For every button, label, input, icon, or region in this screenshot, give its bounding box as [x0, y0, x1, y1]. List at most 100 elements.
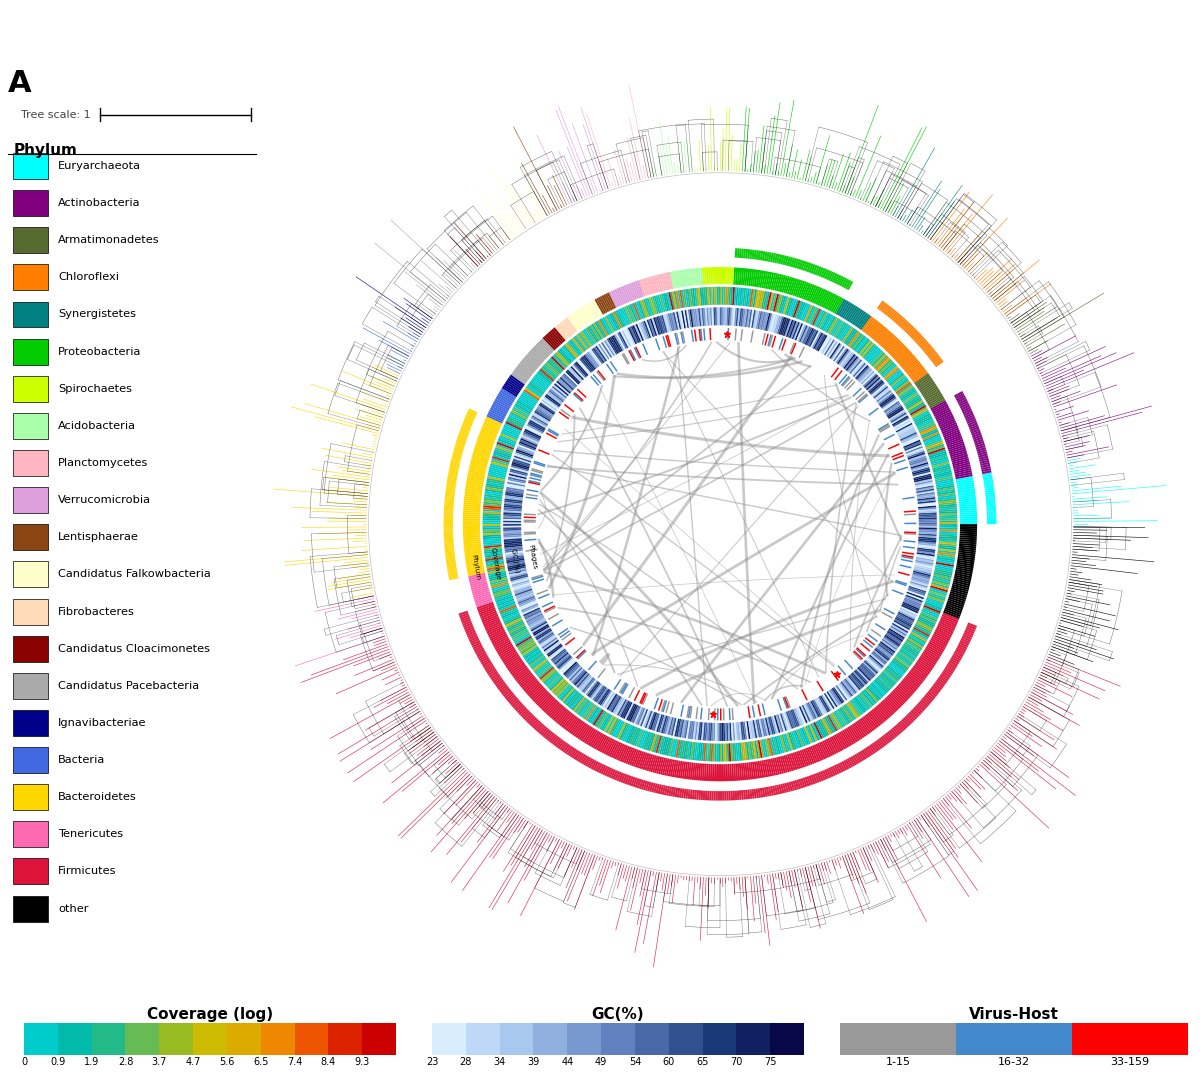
Wedge shape — [894, 688, 907, 702]
Wedge shape — [446, 561, 456, 566]
Wedge shape — [749, 269, 752, 286]
Wedge shape — [935, 360, 943, 367]
Wedge shape — [448, 570, 457, 573]
Wedge shape — [502, 651, 517, 662]
Wedge shape — [629, 776, 634, 785]
Wedge shape — [941, 616, 958, 625]
Wedge shape — [608, 719, 619, 735]
Wedge shape — [761, 271, 766, 288]
Wedge shape — [484, 619, 500, 628]
Wedge shape — [896, 686, 910, 699]
Wedge shape — [980, 464, 990, 468]
Wedge shape — [811, 700, 822, 716]
Wedge shape — [526, 651, 541, 662]
Wedge shape — [538, 341, 552, 355]
Wedge shape — [824, 716, 834, 733]
Wedge shape — [695, 309, 698, 327]
Wedge shape — [923, 605, 941, 614]
Wedge shape — [916, 560, 934, 565]
Wedge shape — [511, 410, 528, 420]
Wedge shape — [744, 269, 749, 286]
Wedge shape — [538, 449, 550, 455]
Wedge shape — [502, 688, 510, 696]
Wedge shape — [954, 574, 971, 580]
Wedge shape — [564, 319, 576, 333]
Wedge shape — [725, 723, 727, 741]
Wedge shape — [874, 650, 888, 663]
Wedge shape — [961, 638, 970, 644]
Wedge shape — [540, 727, 548, 736]
Wedge shape — [908, 712, 917, 720]
Wedge shape — [641, 278, 648, 296]
Wedge shape — [954, 577, 971, 582]
Wedge shape — [475, 596, 492, 604]
Wedge shape — [798, 707, 806, 724]
Wedge shape — [826, 739, 835, 755]
Wedge shape — [494, 594, 512, 601]
Wedge shape — [737, 791, 739, 800]
Wedge shape — [523, 648, 540, 660]
Wedge shape — [955, 470, 972, 475]
Wedge shape — [444, 509, 454, 511]
Wedge shape — [506, 620, 523, 630]
Wedge shape — [752, 720, 757, 738]
Wedge shape — [628, 704, 637, 721]
Wedge shape — [480, 610, 497, 619]
Wedge shape — [509, 661, 523, 672]
Wedge shape — [568, 368, 582, 382]
Wedge shape — [946, 605, 962, 614]
Wedge shape — [766, 292, 772, 310]
Wedge shape — [572, 312, 583, 328]
Wedge shape — [508, 622, 524, 632]
Wedge shape — [818, 720, 828, 736]
Wedge shape — [606, 364, 614, 375]
Wedge shape — [839, 373, 847, 384]
Wedge shape — [893, 377, 907, 390]
Wedge shape — [514, 584, 530, 591]
Wedge shape — [528, 422, 545, 431]
Wedge shape — [484, 500, 502, 503]
Wedge shape — [590, 760, 596, 770]
Wedge shape — [701, 287, 704, 306]
Wedge shape — [690, 269, 694, 286]
Wedge shape — [970, 425, 978, 430]
Wedge shape — [971, 430, 980, 436]
Wedge shape — [518, 364, 533, 376]
Wedge shape — [853, 698, 865, 713]
Wedge shape — [665, 737, 671, 756]
Wedge shape — [918, 539, 936, 543]
Wedge shape — [553, 707, 565, 721]
Wedge shape — [532, 657, 547, 669]
Wedge shape — [960, 535, 977, 538]
Wedge shape — [594, 347, 606, 363]
Wedge shape — [935, 630, 950, 639]
Wedge shape — [856, 366, 870, 380]
Wedge shape — [763, 739, 768, 757]
Wedge shape — [958, 556, 974, 560]
Wedge shape — [528, 352, 542, 364]
Wedge shape — [896, 317, 905, 325]
Wedge shape — [755, 740, 758, 759]
Wedge shape — [539, 726, 546, 734]
Wedge shape — [982, 468, 991, 472]
Wedge shape — [622, 354, 629, 365]
Wedge shape — [908, 585, 926, 593]
Wedge shape — [776, 254, 780, 263]
Wedge shape — [467, 411, 476, 416]
Wedge shape — [640, 692, 646, 703]
Wedge shape — [504, 511, 522, 513]
Wedge shape — [876, 329, 888, 343]
Wedge shape — [764, 738, 770, 757]
Wedge shape — [607, 293, 616, 309]
Wedge shape — [490, 407, 506, 417]
Wedge shape — [620, 331, 630, 347]
Wedge shape — [490, 631, 506, 641]
Wedge shape — [823, 717, 833, 734]
Wedge shape — [638, 322, 647, 340]
Wedge shape — [517, 596, 535, 604]
Wedge shape — [467, 478, 484, 483]
Wedge shape — [504, 506, 522, 509]
Wedge shape — [546, 361, 560, 376]
Wedge shape — [986, 505, 996, 508]
Wedge shape — [736, 308, 739, 327]
